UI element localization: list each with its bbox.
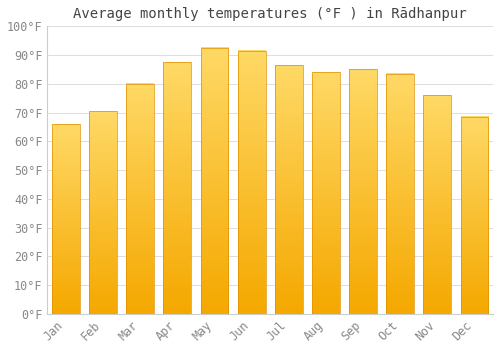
Bar: [386, 74, 414, 314]
Bar: [164, 62, 192, 314]
Bar: [238, 51, 266, 314]
Bar: [126, 84, 154, 314]
Bar: [424, 95, 452, 314]
Bar: [275, 65, 302, 314]
Bar: [89, 111, 117, 314]
Bar: [460, 117, 488, 314]
Bar: [349, 69, 377, 314]
Bar: [52, 124, 80, 314]
Bar: [200, 48, 228, 314]
Title: Average monthly temperatures (°F ) in Rādhanpur: Average monthly temperatures (°F ) in Rā…: [74, 7, 467, 21]
Bar: [312, 72, 340, 314]
